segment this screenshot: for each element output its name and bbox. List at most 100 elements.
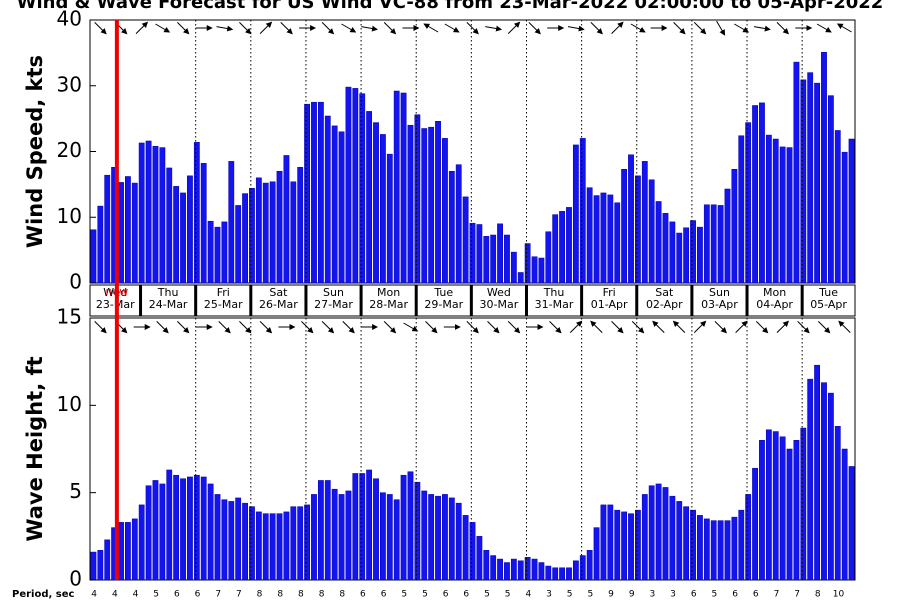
bar [269,181,276,284]
period-value: 6 [753,590,759,600]
bar [304,103,310,284]
bar [841,151,848,284]
bar [469,522,476,581]
bar [821,382,827,581]
bar [607,504,614,581]
bar [572,560,579,581]
day-name: Wed [487,286,511,299]
period-value: 6 [195,590,201,600]
bar [407,124,414,284]
bar [152,145,159,284]
period-value: 6 [174,590,180,600]
bar [400,474,407,581]
bar [655,483,662,581]
bar [187,175,193,284]
bar [331,125,338,284]
bar [538,562,545,581]
direction-arrow [816,23,832,33]
day-date: 26-Mar [259,298,298,311]
period-value: 5 [484,590,490,600]
direction-arrow [693,21,707,35]
direction-arrow [549,320,562,334]
direction-arrow [590,320,603,334]
day-date: 27-Mar [314,298,353,311]
direction-arrow [630,23,646,33]
bar [166,167,173,284]
bar [214,226,221,284]
bar [703,518,710,581]
day-separator [194,285,198,316]
bar [655,201,662,284]
period-value: 4 [525,590,531,600]
chart-title: Wind & Wave Forecast for US Wind VC-88 f… [17,0,884,13]
bar [373,122,379,284]
day-date: 05-Apr [810,298,847,311]
bar [683,227,690,284]
bar [228,501,235,581]
day-date: 25-Mar [204,298,243,311]
direction-arrow [836,23,852,33]
bar [311,494,317,581]
period-value: 8 [298,590,304,600]
bar [455,164,462,284]
bar [724,188,731,284]
bar [345,86,352,284]
bar [552,214,559,284]
direction-arrow [735,320,748,334]
bar [772,138,779,284]
bar [490,234,497,284]
direction-arrow [383,21,397,35]
day-name: Fri [217,286,230,299]
day-separator [469,285,473,316]
bar [221,221,228,284]
period-value: 5 [505,590,511,600]
bar [676,501,683,581]
bar [228,161,235,284]
day-separator [635,285,639,316]
bar [235,497,242,581]
direction-arrow [487,320,500,334]
direction-arrow [466,21,479,35]
bar [510,251,517,284]
bar [779,146,786,284]
bar [421,490,428,581]
bar [497,558,503,581]
bar [683,506,690,581]
bar [255,511,262,581]
bar [807,72,814,284]
bar [359,93,366,284]
bar [414,114,421,284]
direction-arrow [755,320,769,334]
bar [359,473,366,581]
bar [497,223,503,284]
bar [545,231,552,284]
period-value: 6 [360,590,366,600]
direction-arrow [466,320,479,334]
bar [104,174,111,284]
bar [834,130,841,284]
direction-arrow [259,21,273,35]
bar [193,142,200,284]
period-value: 5 [153,590,159,600]
bar [421,128,428,284]
bar [697,226,703,284]
bar [517,560,524,581]
direction-arrow [403,322,419,332]
bar [710,204,717,284]
bar [579,138,586,284]
bar [366,111,373,284]
bar [324,480,331,581]
bar [393,499,400,581]
bar [731,169,738,284]
bar [800,79,807,284]
bar [187,476,193,581]
bar [249,188,255,284]
bar [193,474,200,581]
day-name: Sun [323,286,344,299]
bar [635,175,641,284]
bar [524,243,531,284]
direction-arrow [342,320,355,334]
bar [786,448,793,581]
bar [345,490,352,581]
bar [848,138,855,284]
